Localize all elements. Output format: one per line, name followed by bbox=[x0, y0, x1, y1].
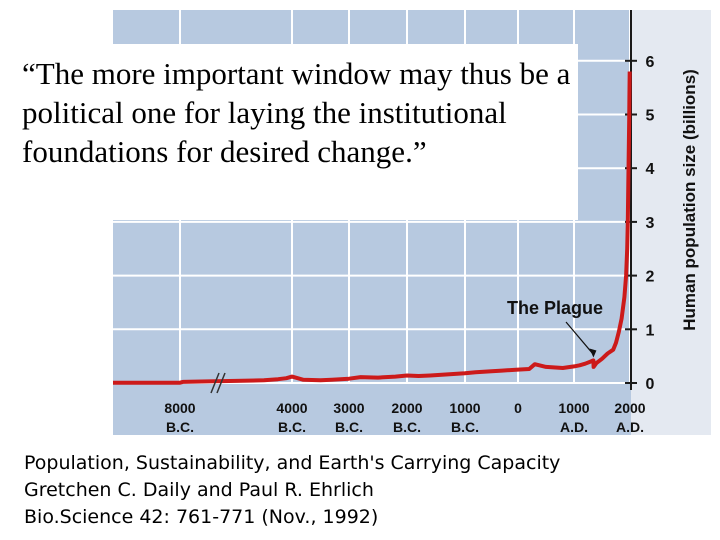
x-tick-label: 2000 bbox=[391, 400, 422, 416]
y-tick-label: 5 bbox=[646, 108, 655, 125]
x-tick-era-label: B.C. bbox=[335, 419, 363, 435]
annotation-arrow-line bbox=[565, 321, 594, 355]
x-tick-era-label: A.D. bbox=[560, 419, 588, 435]
population-series-line bbox=[113, 71, 632, 385]
x-tick-era-label: B.C. bbox=[451, 419, 479, 435]
y-tick-label: 0 bbox=[646, 376, 655, 393]
citation: Population, Sustainability, and Earth's … bbox=[24, 450, 714, 531]
y-axis-ticks: 0 1 2 3 4 5 6 bbox=[625, 54, 655, 393]
annotation-arrow-head bbox=[589, 348, 597, 358]
citation-title: Population, Sustainability, and Earth's … bbox=[24, 452, 561, 474]
annotation-label: The Plague bbox=[507, 298, 603, 318]
citation-journal: Bio.Science 42: 761-771 (Nov., 1992) bbox=[24, 506, 379, 528]
y-axis-label: Human population size (billions) bbox=[680, 69, 699, 331]
x-tick-label: 8000 bbox=[164, 400, 195, 416]
quote-text: “The more important window may thus be a… bbox=[22, 56, 571, 169]
axis-break-slash bbox=[210, 372, 220, 394]
y-tick-label: 2 bbox=[646, 269, 655, 286]
x-tick-label: 0 bbox=[514, 400, 522, 416]
x-axis-ticks: 8000 B.C. 4000 B.C. 3000 B.C. 2000 B.C. 1000 B.C.… bbox=[164, 400, 645, 435]
annotations: The Plague bbox=[507, 298, 603, 358]
x-tick-label: 2000 bbox=[614, 400, 645, 416]
y-tick-label: 1 bbox=[646, 322, 655, 339]
x-tick-era-label: B.C. bbox=[166, 419, 194, 435]
x-tick-label: 1000 bbox=[558, 400, 589, 416]
x-tick-label: 1000 bbox=[449, 400, 480, 416]
y-tick-label: 6 bbox=[646, 54, 655, 71]
y-tick-label: 3 bbox=[646, 215, 655, 232]
x-tick-era-label: A.D. bbox=[616, 419, 644, 435]
x-tick-label: 3000 bbox=[333, 400, 364, 416]
axis-break-marker bbox=[210, 372, 226, 394]
quote-box bbox=[12, 44, 578, 220]
y-axis-panel bbox=[631, 10, 711, 435]
x-tick-label: 4000 bbox=[276, 400, 307, 416]
x-tick-era-label: B.C. bbox=[393, 419, 421, 435]
y-tick-label: 4 bbox=[646, 161, 655, 178]
citation-authors: Gretchen C. Daily and Paul R. Ehrlich bbox=[24, 479, 374, 501]
axis-break-slash bbox=[216, 372, 226, 394]
x-tick-era-label: B.C. bbox=[278, 419, 306, 435]
